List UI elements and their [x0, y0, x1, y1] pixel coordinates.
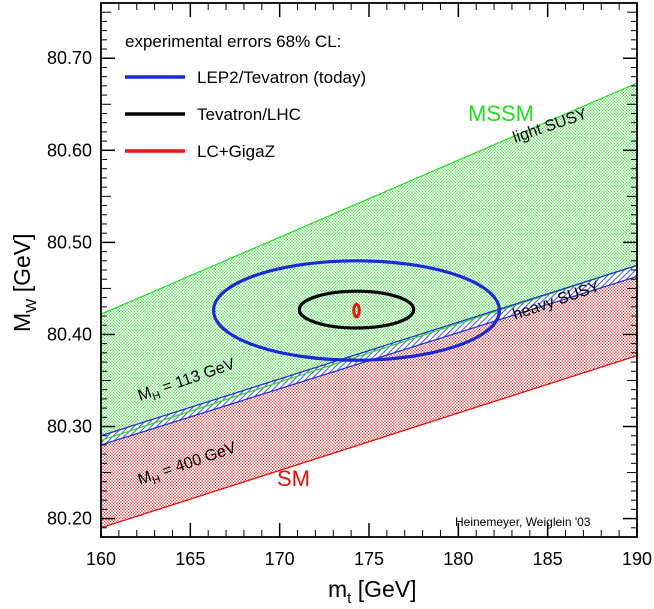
lc-gigaz-ellipse [352, 302, 361, 319]
y-tick-label: 80.50 [47, 232, 92, 252]
x-tick-label: 175 [354, 549, 384, 569]
mh-113-upper-edge [101, 264, 637, 437]
mh-113-transition-band [101, 265, 637, 445]
x-tick-label: 170 [265, 549, 295, 569]
y-tick-label: 80.40 [47, 324, 92, 344]
legend-title: experimental errors 68% CL: [125, 32, 341, 51]
svg-text:mt [GeV]: mt [GeV] [328, 576, 417, 607]
y-tick-label: 80.60 [47, 140, 92, 160]
mssm-lower-edge [101, 264, 637, 441]
x-tick-label: 185 [533, 549, 563, 569]
legend-label-lc: LC+GigaZ [197, 142, 275, 161]
sm-band [101, 276, 637, 528]
mssm-label: MSSM [468, 101, 534, 126]
sm-label: SM [277, 466, 310, 491]
x-tick-label: 180 [443, 549, 473, 569]
y-tick-label: 80.30 [47, 417, 92, 437]
x-tick-label: 165 [175, 549, 205, 569]
legend-label-lep2: LEP2/Tevatron (today) [197, 68, 366, 87]
sm-lower-edge [101, 355, 637, 529]
y-axis-label: MW [GeV] [9, 233, 40, 332]
svg-text:MW [GeV]: MW [GeV] [9, 233, 40, 332]
y-tick-label: 80.20 [47, 509, 92, 529]
x-axis-label: mt [GeV] [328, 576, 417, 607]
y-tick-label: 80.70 [47, 48, 92, 68]
tevatron-lhc-ellipse [297, 289, 416, 330]
legend-label-tevlhc: Tevatron/LHC [197, 105, 301, 124]
mssm-upper-edge [101, 82, 637, 315]
lep2-tevatron-ellipse [211, 259, 502, 362]
x-tick-label: 190 [622, 549, 652, 569]
credit-label: Heinemeyer, Weiglein '03 [455, 515, 591, 529]
x-tick-label: 160 [86, 549, 116, 569]
legend: experimental errors 68% CL: LEP2/Tevatro… [125, 32, 366, 161]
